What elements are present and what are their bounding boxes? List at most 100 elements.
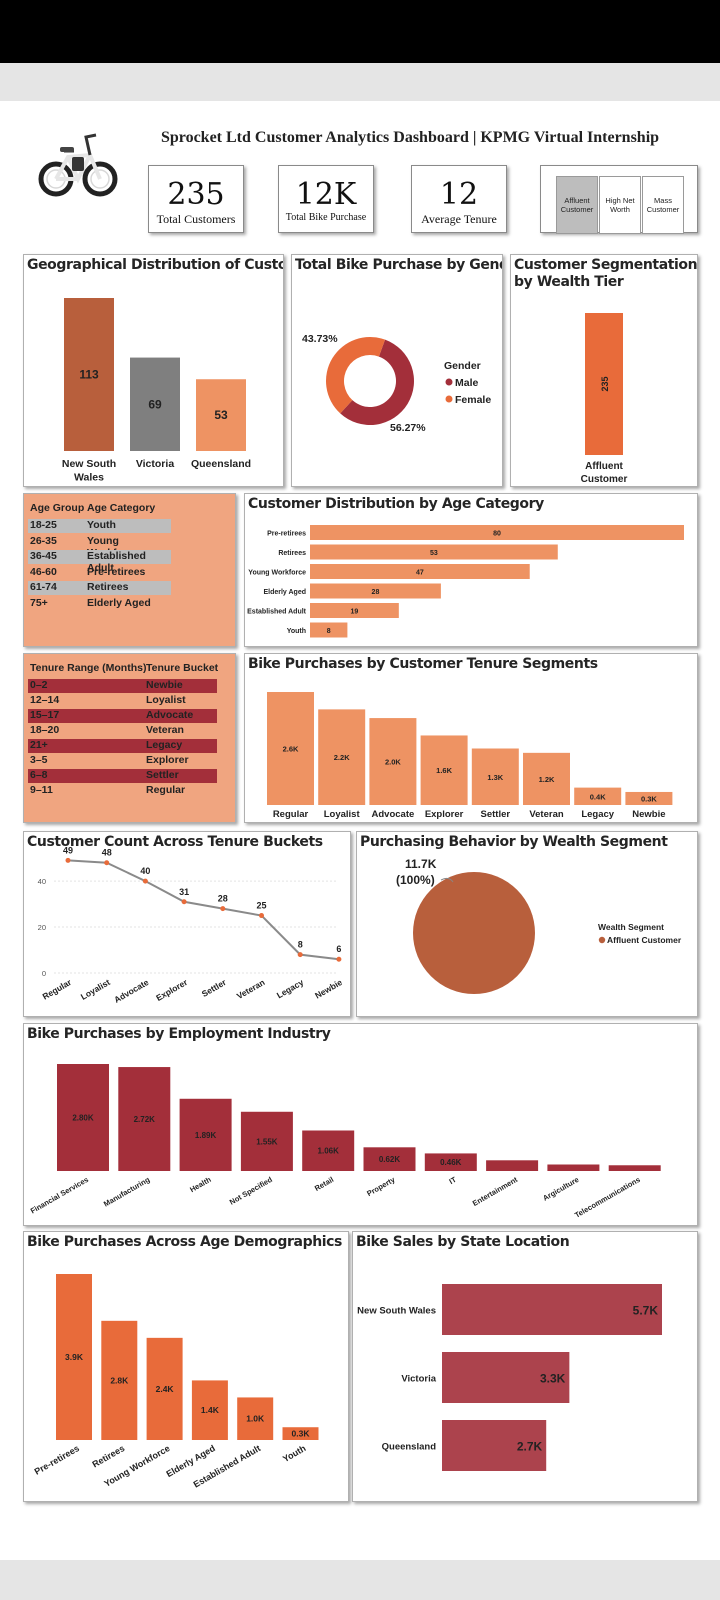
kpi-total-customers: 235 Total Customers: [148, 165, 244, 233]
y-tick-label: 20: [38, 923, 46, 932]
age-category-cell: Established Adult: [87, 550, 146, 574]
tenure-purchases-panel: Bike Purchases by Customer Tenure Segmen…: [244, 653, 698, 823]
category-label: New South Wales: [357, 1306, 436, 1317]
slice: [340, 339, 414, 425]
data-label: (100%): [396, 873, 435, 887]
slicer-option-high-net-worth[interactable]: High Net Worth: [599, 176, 641, 234]
category-label: Regular: [41, 977, 74, 1002]
data-label: 8: [298, 940, 303, 950]
table-row: 18–20 Veteran: [28, 724, 217, 738]
category-label: Settler: [200, 977, 229, 999]
data-label: 1.0K: [246, 1414, 265, 1424]
category-label: Youth: [287, 628, 306, 635]
age-category-cell: Youth: [87, 519, 116, 531]
dashboard-canvas: Sprocket Ltd Customer Analytics Dashboar…: [0, 101, 720, 1560]
data-label: 0.3K: [641, 794, 657, 803]
table-row: 36-45 Established Adult: [28, 550, 171, 574]
data-label: 2.80K: [72, 1114, 94, 1123]
data-label: 1.3K: [487, 773, 503, 782]
slicer-option-mass[interactable]: Mass Customer: [642, 176, 684, 234]
geo-chart: 113 New South Wales 69 Victoria 53 Queensland: [62, 298, 251, 484]
tenure-count-panel: Customer Count Across Tenure Buckets 0 20…: [23, 831, 351, 1017]
category-label: Veteran: [235, 977, 267, 1001]
age-group-cell: 46-60: [30, 565, 57, 578]
category-label: New South: [62, 458, 116, 470]
category-label: Settler: [481, 809, 511, 820]
tenure-bucket-cell: Loyalist: [146, 694, 186, 706]
kpi-total-bike-purchase: 12K Total Bike Purchase: [278, 165, 374, 233]
bar: [56, 1274, 92, 1440]
panel-title: Bike Purchases by Customer Tenure Segmen…: [248, 656, 598, 672]
tenure-bucket-cell: Advocate: [146, 709, 194, 721]
category-label: Young Workforce: [248, 570, 306, 577]
bar: [282, 1427, 319, 1440]
slice: [413, 872, 535, 994]
category-label: Regular: [273, 809, 309, 820]
data-label: 1.6K: [436, 766, 452, 775]
age-group-cell: 36-45: [30, 550, 57, 562]
data-label: 56.27%: [390, 422, 426, 434]
bar: [442, 1284, 662, 1335]
panel-title: Geographical Distribution of Customers: [27, 257, 283, 273]
bar: [471, 748, 519, 805]
kpi-value: 235: [167, 177, 225, 212]
table-row: 0–2 Newbie: [28, 679, 217, 693]
category-label: Advocate: [372, 809, 415, 820]
category-label: Legacy: [275, 977, 306, 1000]
table-header: Age Group: [30, 502, 85, 514]
table-row: 6–8 Settler: [28, 769, 217, 783]
leader-line: [440, 877, 454, 883]
category-label: Retirees: [91, 1443, 127, 1469]
bar: [585, 313, 623, 455]
data-label: 80: [493, 531, 501, 538]
kpi-value: 12K: [295, 177, 357, 212]
category-label: Elderly Aged: [263, 589, 306, 596]
table-header: Tenure Range (Months): [30, 662, 147, 674]
legend-title: Gender: [444, 360, 481, 372]
data-label: 0.3K: [292, 1429, 311, 1439]
category-label: Financial Services: [29, 1175, 90, 1216]
geo-panel: Geographical Distribution of Customers 1…: [23, 254, 284, 487]
bar: [310, 603, 399, 618]
tenure-count-chart: 0 20 40 49 Regular 48 Loyalist 40 Advocate 31 Expl…: [38, 845, 344, 1004]
wealth-tier-panel: Customer Segmentation by Wealth Tier 235…: [510, 254, 698, 487]
tenure-bucket-cell: Settler: [146, 769, 179, 781]
data-label: 0.46K: [440, 1158, 462, 1167]
top-band: [0, 63, 720, 101]
tenure-range-cell: 18–20: [30, 724, 60, 736]
tenure-range-cell: 6–8: [30, 769, 48, 781]
data-point: [104, 860, 110, 866]
table-row: 21+ Legacy: [28, 739, 217, 753]
tenure-bucket-cell: Newbie: [146, 679, 183, 691]
category-label: Victoria: [136, 458, 174, 470]
table-row: 18-25 Youth: [28, 519, 171, 533]
table-row: 75+ Elderly Aged: [28, 597, 171, 611]
wealth-slicer: Affluent Customer High Net Worth Mass Cu…: [540, 165, 698, 234]
category-label: Retail: [313, 1175, 335, 1193]
data-label: 1.55K: [256, 1137, 278, 1146]
category-label: Entertainment: [471, 1175, 520, 1208]
data-label: 69: [148, 397, 162, 411]
category-label: Customer: [581, 474, 628, 485]
category-label: Manufacturing: [102, 1175, 152, 1209]
data-label: 3.9K: [65, 1352, 84, 1362]
slicer-option-affluent[interactable]: Affluent Customer: [556, 176, 598, 234]
data-point: [142, 878, 148, 884]
bar: [608, 1165, 661, 1171]
panel-title: Bike Purchases by Employment Industry: [27, 1026, 331, 1042]
data-label: 28: [372, 589, 380, 596]
data-label: 53: [214, 408, 228, 422]
category-label: Property: [365, 1175, 397, 1199]
legend-marker: [445, 378, 453, 386]
data-label: 49: [63, 845, 73, 855]
data-label: 8: [327, 628, 331, 635]
age-category-cell: Pre-retirees: [87, 565, 146, 578]
series-line: [67, 859, 340, 961]
bar: [369, 718, 417, 805]
tenure-bucket-cell: Explorer: [146, 754, 189, 766]
age-legend-table: Age Group Age Category 18-25 Youth 26-35 Yo…: [23, 493, 236, 647]
wealth-tier-chart: 235 Affluent Customer: [581, 313, 628, 485]
table-row: 61-74 Retirees: [28, 581, 171, 595]
state-sales-panel: Bike Sales by State Location New South W…: [352, 1231, 698, 1502]
